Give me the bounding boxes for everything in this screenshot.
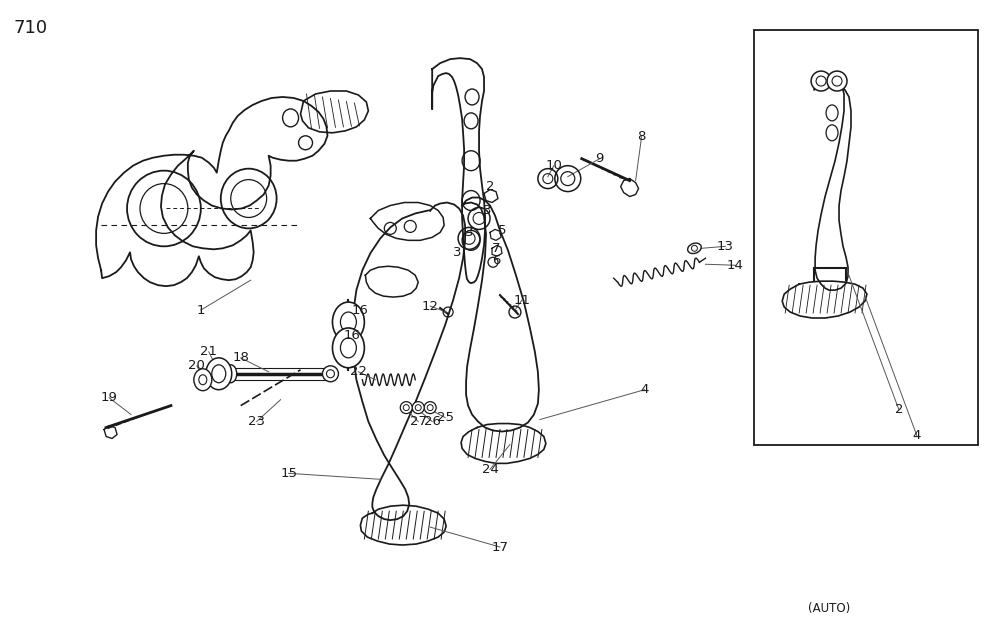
Text: 3: 3 — [483, 204, 492, 217]
Ellipse shape — [194, 369, 212, 391]
Text: 15: 15 — [280, 467, 297, 480]
Text: 23: 23 — [248, 415, 266, 428]
Ellipse shape — [827, 71, 847, 91]
Text: 17: 17 — [492, 540, 508, 554]
Text: 21: 21 — [200, 345, 217, 358]
Text: 13: 13 — [716, 240, 734, 253]
Text: 9: 9 — [596, 152, 604, 165]
Text: 19: 19 — [101, 391, 118, 404]
Text: 710: 710 — [13, 19, 48, 37]
Text: 18: 18 — [232, 351, 249, 364]
Text: 25: 25 — [437, 411, 454, 424]
Text: 3: 3 — [465, 226, 474, 239]
Text: 26: 26 — [424, 415, 441, 428]
Text: 22: 22 — [350, 365, 367, 378]
Text: 2: 2 — [895, 403, 903, 416]
Text: 16: 16 — [352, 304, 369, 317]
Text: 7: 7 — [492, 242, 500, 255]
Text: 2: 2 — [486, 180, 495, 193]
Text: 16: 16 — [344, 329, 361, 342]
Text: 20: 20 — [188, 360, 205, 372]
Text: 24: 24 — [482, 463, 498, 476]
Text: 27: 27 — [409, 415, 427, 428]
Ellipse shape — [811, 71, 831, 91]
Text: 1: 1 — [196, 304, 205, 317]
Text: 5: 5 — [497, 224, 506, 237]
Ellipse shape — [400, 402, 412, 413]
Bar — [754, 30, 978, 445]
Ellipse shape — [412, 402, 424, 413]
Text: 10: 10 — [545, 159, 562, 172]
Text: 6: 6 — [492, 254, 500, 267]
Ellipse shape — [332, 302, 365, 342]
Text: 4: 4 — [913, 429, 921, 442]
Text: 11: 11 — [513, 294, 530, 306]
Text: 3: 3 — [453, 246, 462, 259]
Ellipse shape — [424, 402, 436, 413]
Text: 14: 14 — [726, 259, 744, 272]
Text: 8: 8 — [637, 130, 646, 144]
Ellipse shape — [225, 365, 237, 383]
Text: (AUTO): (AUTO) — [808, 603, 850, 615]
Ellipse shape — [322, 366, 339, 382]
Ellipse shape — [332, 328, 365, 368]
Text: 12: 12 — [422, 299, 439, 313]
Ellipse shape — [206, 358, 232, 390]
Text: 4: 4 — [640, 383, 649, 396]
